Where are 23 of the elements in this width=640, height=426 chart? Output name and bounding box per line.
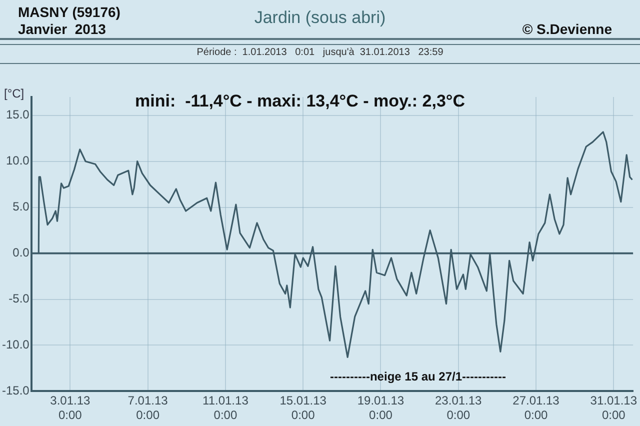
y-tick-label: 5.0 [12, 200, 30, 214]
chart-subtitle: Période : 1.01.2013 0:01 jusqu'à 31.01.2013 23:59 [196, 47, 444, 58]
y-tick-label: 15.0 [6, 108, 30, 122]
y-tick-label: 10.0 [6, 154, 30, 168]
annotation: mini: -11,4°C - maxi: 13,4°C - moy.: 2,3°C [135, 92, 465, 111]
chart-title: Jardin (sous abri) [254, 8, 386, 27]
text: © S.Devienne [522, 21, 612, 37]
x-tick-label: 7.01.13 0:00 [128, 394, 168, 422]
x-tick-label: 23.01.13 0:00 [435, 394, 482, 422]
annotation: ----------neige 15 au 27/1----------- [330, 370, 506, 384]
text: Janvier 2013 [18, 21, 107, 38]
x-tick-label: 15.01.13 0:00 [280, 394, 327, 422]
y-tick-label: -10.0 [2, 338, 30, 352]
x-tick-label: 19.01.13 0:00 [357, 394, 404, 422]
x-tick-label: 3.01.13 0:00 [50, 394, 91, 422]
y-axis-title: [°C] [4, 86, 24, 100]
y-tick-label: -15.0 [2, 384, 30, 398]
x-tick-label: 31.01.13 0:00 [590, 394, 638, 422]
x-tick-label: 27.01.13 0:00 [512, 394, 560, 422]
x-tick-label: 11.01.13 0:00 [202, 394, 249, 422]
text: MASNY (59176) [18, 4, 120, 21]
y-tick-label: 0.0 [12, 246, 30, 260]
y-tick-label: -5.0 [8, 292, 30, 306]
